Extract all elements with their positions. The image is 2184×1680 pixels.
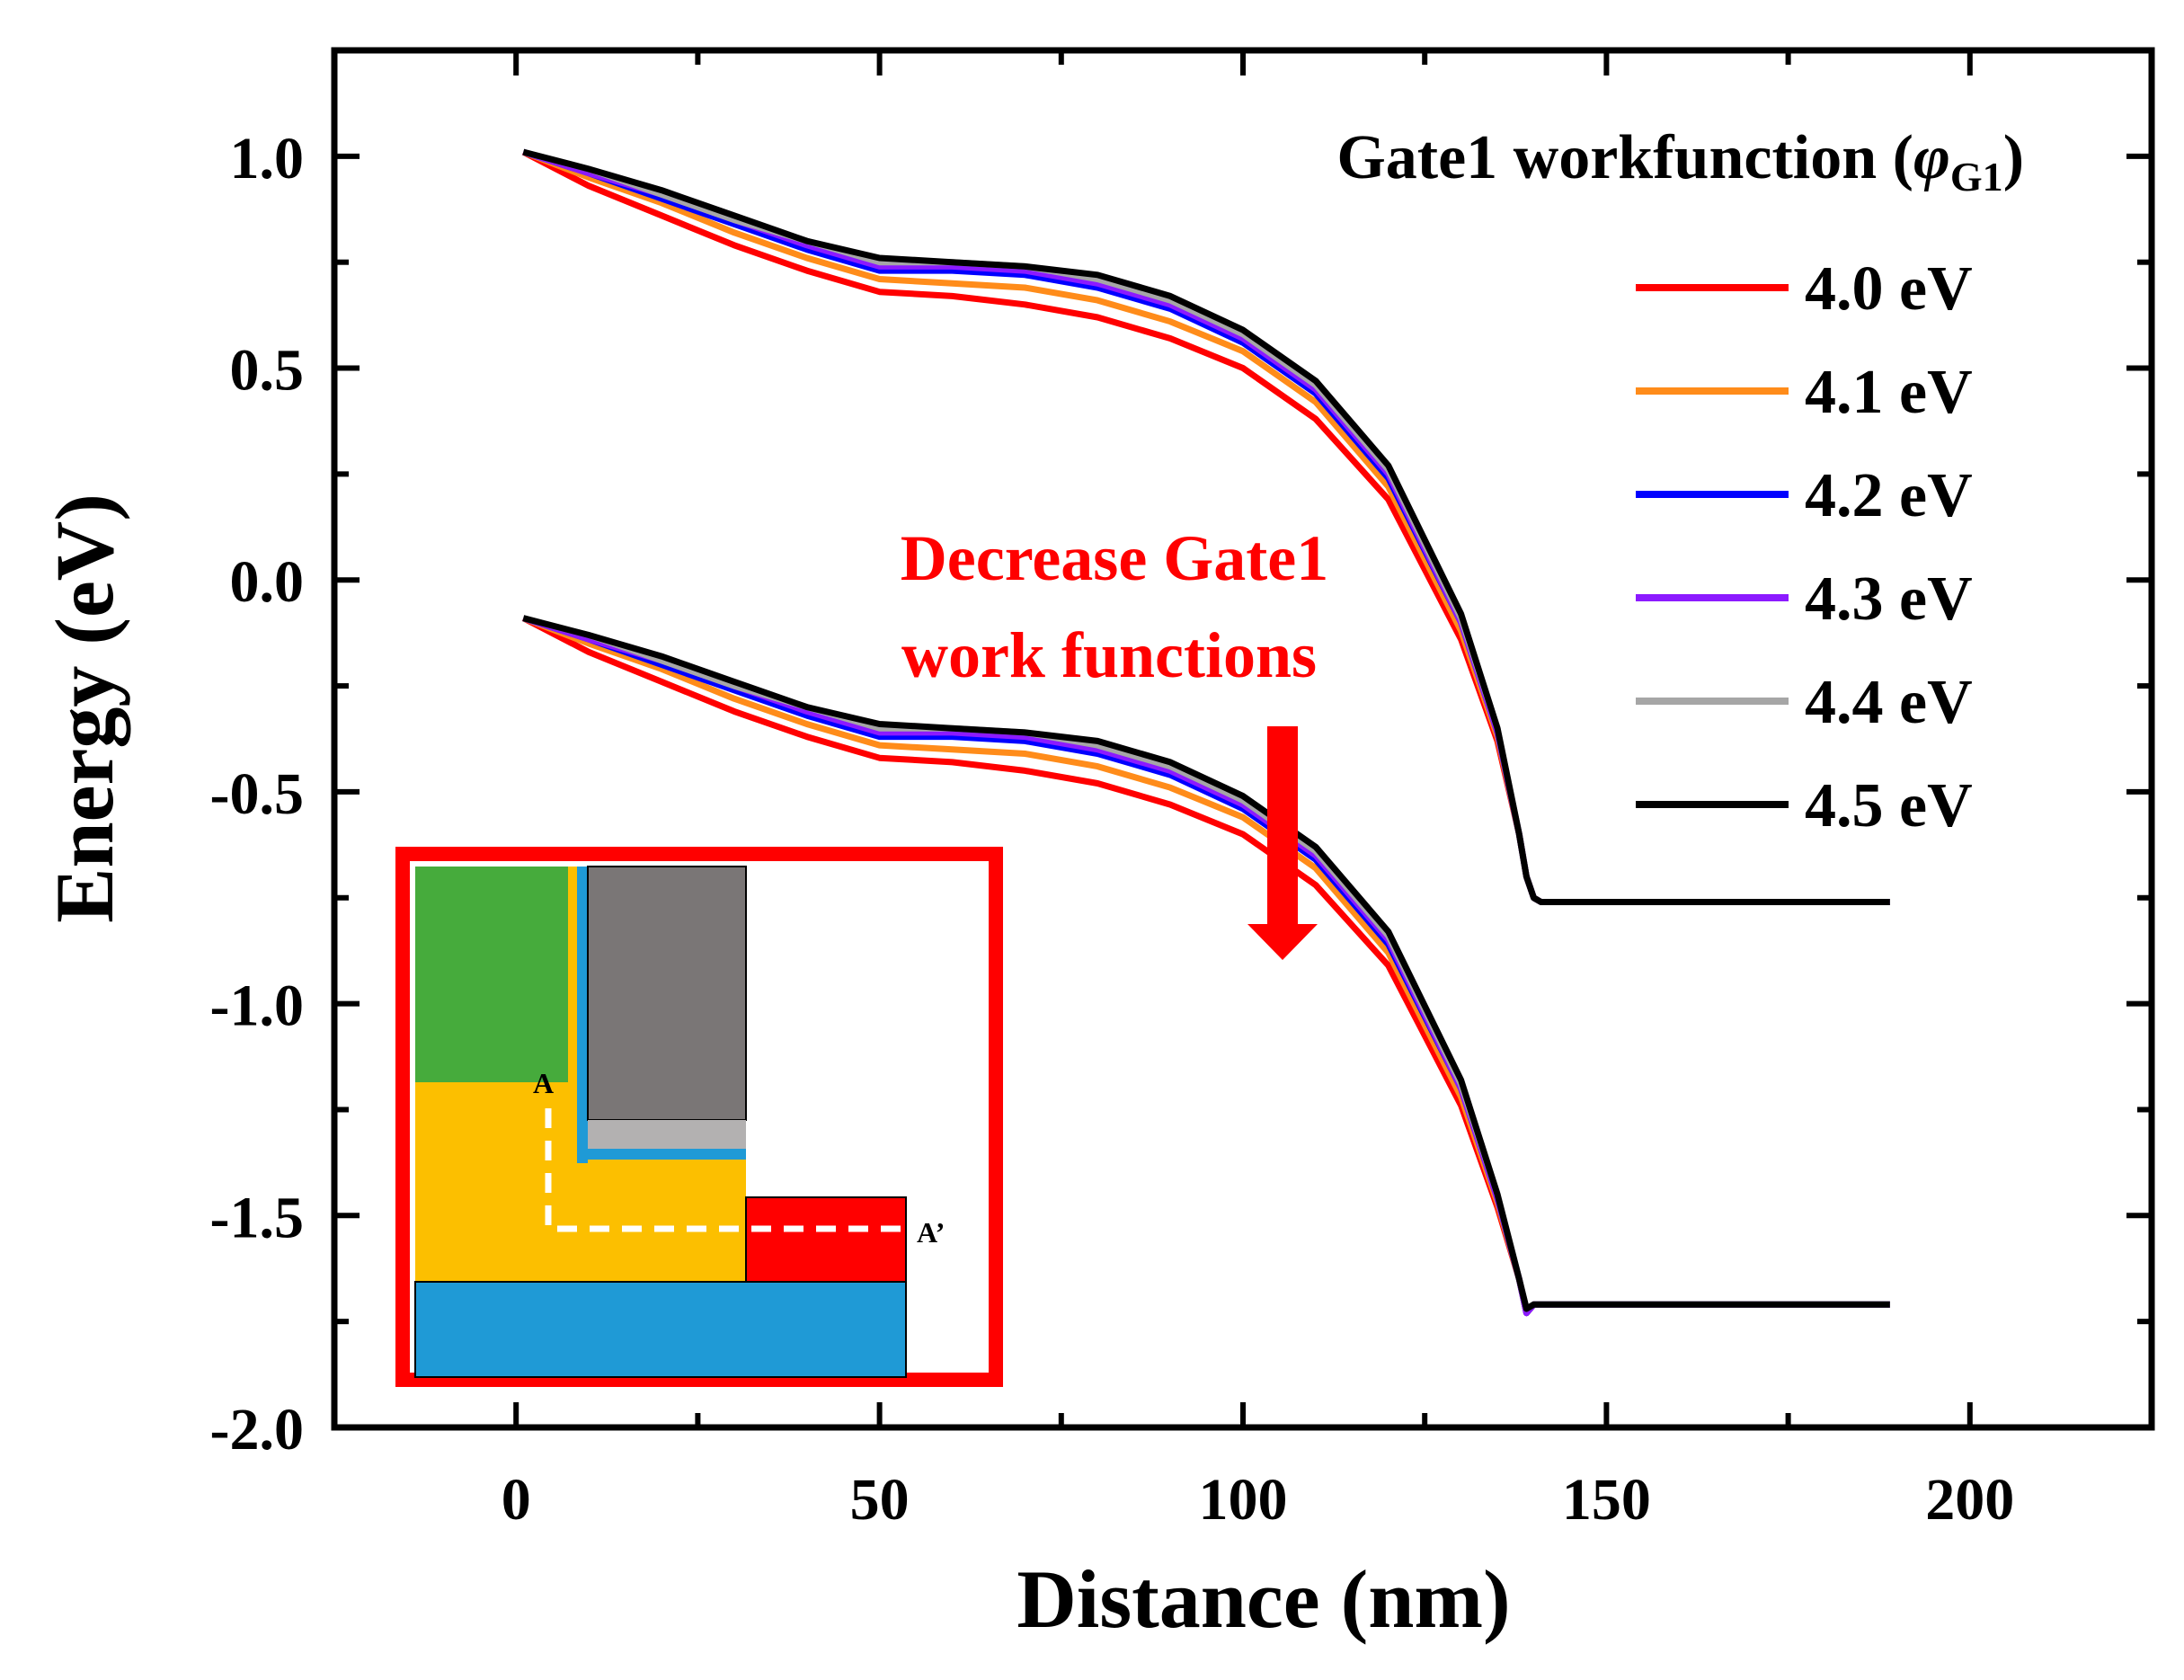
legend: Gate1 workfunction (φG1) 4.0 eV 4.1 eV 4.2… bbox=[1336, 123, 2024, 840]
inset-gray-gate bbox=[587, 866, 747, 1121]
annotation-line1: Decrease Gate1 bbox=[901, 522, 1328, 594]
inset-label-a: A bbox=[533, 1067, 554, 1099]
legend-label: 4.3 eV bbox=[1805, 564, 1973, 634]
y-tick-label: -1.5 bbox=[210, 1185, 304, 1250]
legend-label: 4.2 eV bbox=[1805, 461, 1973, 530]
inset-blue-substrate bbox=[414, 1281, 907, 1378]
legend-title-subscript: G1 bbox=[1950, 154, 2003, 200]
inset-red-region bbox=[745, 1196, 907, 1283]
legend-label: 4.1 eV bbox=[1805, 358, 1973, 427]
legend-entries: 4.0 eV 4.1 eV 4.2 eV 4.3 eV 4.4 eV 4.5 eV bbox=[1636, 254, 1973, 840]
y-tick-label: -2.0 bbox=[210, 1397, 304, 1462]
legend-title: Gate1 workfunction (φG1) bbox=[1336, 123, 2024, 200]
plot-frame bbox=[331, 47, 2155, 1431]
x-tick-label: 50 bbox=[850, 1467, 910, 1533]
annotation: Decrease Gate1 work functions bbox=[901, 522, 1328, 960]
legend-label: 4.5 eV bbox=[1805, 771, 1973, 840]
x-tick-label: 0 bbox=[502, 1467, 531, 1533]
legend-label: 4.0 eV bbox=[1805, 254, 1973, 324]
y-axis-title: Energy (eV) bbox=[39, 493, 130, 923]
inset-light-gray-layer bbox=[588, 1120, 746, 1149]
legend-title-suffix: ) bbox=[2003, 123, 2024, 192]
annotation-arrow-shaft bbox=[1267, 726, 1298, 926]
inset-green-region bbox=[415, 867, 568, 1082]
series-line-conduction bbox=[522, 148, 1890, 905]
legend-label: 4.4 eV bbox=[1805, 668, 1973, 737]
y-tick-label: 0.0 bbox=[230, 549, 305, 615]
legend-title-prefix: Gate1 workfunction ( bbox=[1336, 123, 1913, 192]
inset-blue-liner-horizontal bbox=[577, 1149, 746, 1160]
x-tick-label: 100 bbox=[1199, 1467, 1288, 1533]
legend-title-symbol: φ bbox=[1913, 123, 1950, 192]
y-tick-label: 0.5 bbox=[230, 338, 305, 404]
inset-label-a-prime: A’ bbox=[917, 1216, 945, 1249]
tick-labels: 0 50 100 150 200 1.0 0.5 0.0 -0.5 -1.0 -1.5 -2.0 bbox=[210, 126, 2015, 1533]
annotation-arrow-head bbox=[1247, 924, 1318, 960]
x-axis-title: Distance (nm) bbox=[1017, 1553, 1510, 1645]
series-layer bbox=[521, 148, 1890, 1317]
x-tick-label: 150 bbox=[1562, 1467, 1651, 1533]
inset-cutline bbox=[545, 1108, 937, 1232]
series-line-valence bbox=[522, 615, 1890, 1312]
y-tick-label: -1.0 bbox=[210, 973, 304, 1039]
inset-blue-liner-vertical bbox=[577, 867, 588, 1163]
device-structure-inset: A A’ bbox=[395, 847, 1003, 1387]
inset-yellow-strip bbox=[568, 867, 577, 1161]
y-tick-label: 1.0 bbox=[230, 126, 305, 191]
y-tick-label: -0.5 bbox=[210, 761, 304, 827]
x-tick-label: 200 bbox=[1925, 1467, 2014, 1533]
annotation-line2: work functions bbox=[901, 619, 1317, 691]
